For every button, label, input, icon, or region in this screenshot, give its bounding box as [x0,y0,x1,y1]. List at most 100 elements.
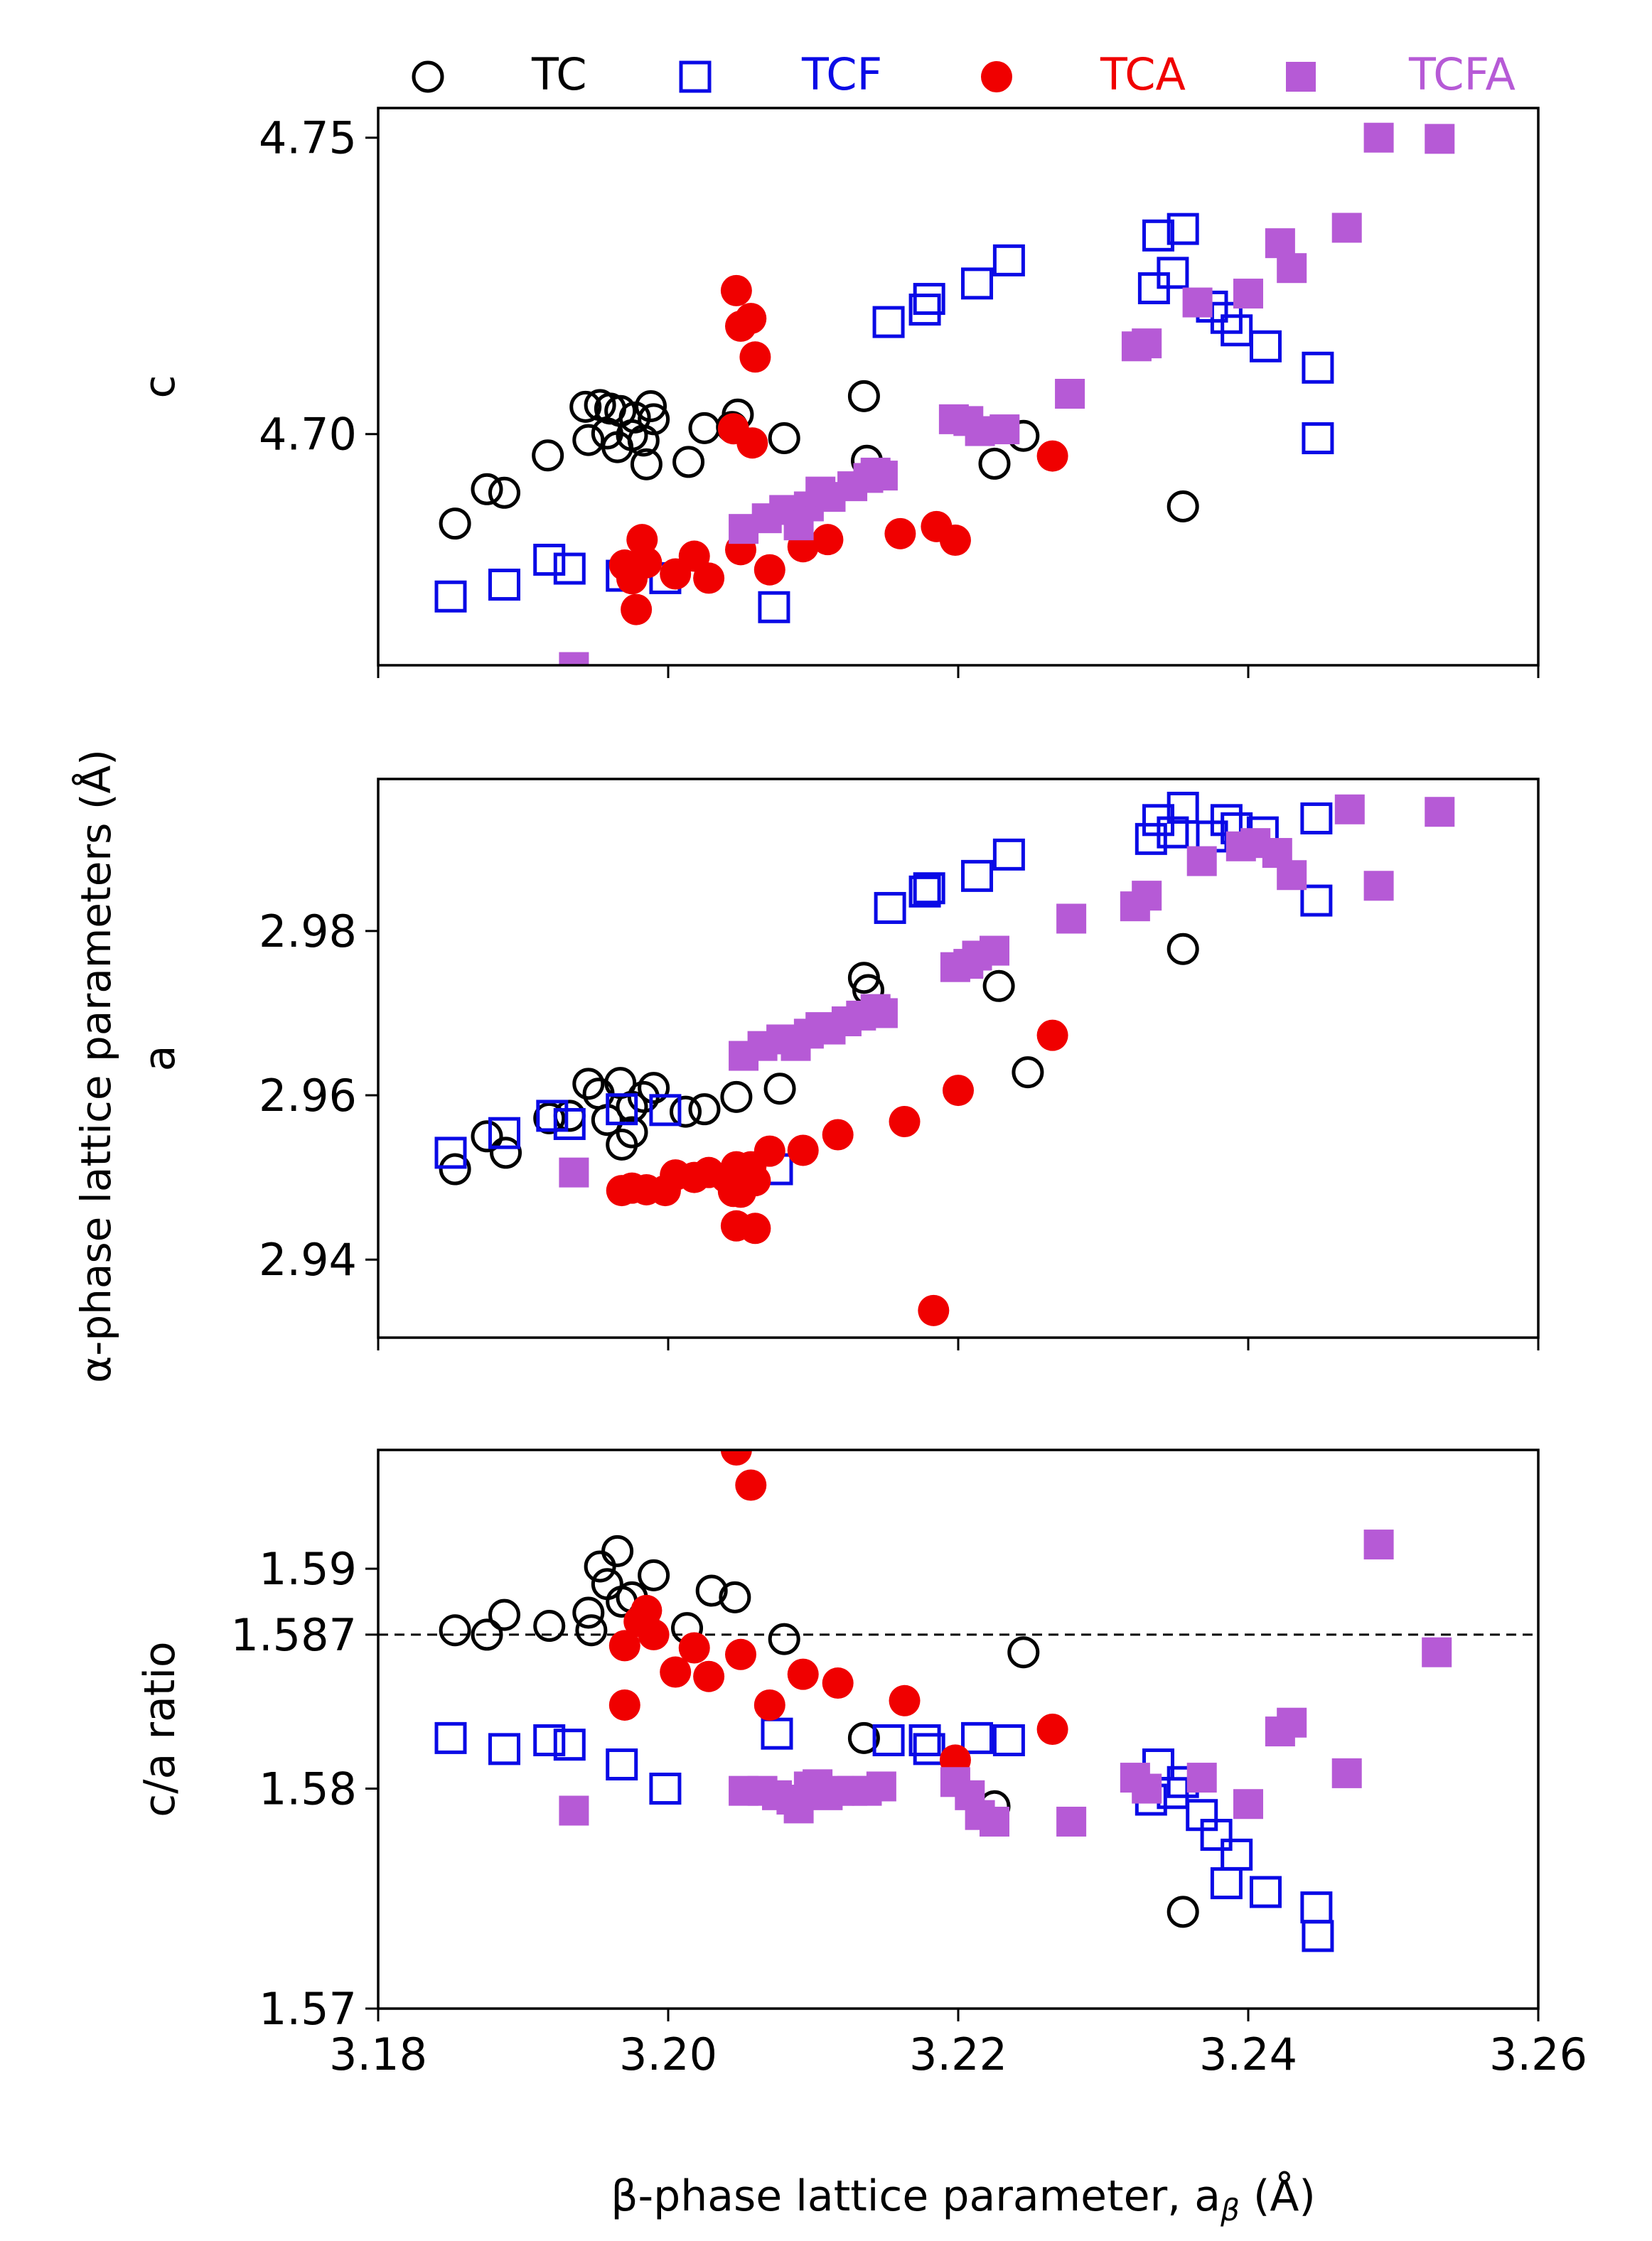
legend-marker-tcfa [1286,62,1316,92]
point-tca [753,1689,785,1721]
point-tcfa [1277,1707,1307,1738]
x-axis-label: β-phase lattice parameter, aβ (Å) [611,2171,1316,2227]
point-tc [572,1068,605,1100]
point-tc [1012,1056,1044,1089]
point-tca [889,1106,921,1138]
point-tc [439,1614,471,1647]
point-tcf [1166,791,1199,824]
legend-item-tcfa: TCFA [1286,48,1516,100]
x-tick-label: 3.26 [1489,2028,1587,2080]
point-tcf [908,294,941,326]
point-tc [572,1596,605,1629]
point-tc [672,446,705,478]
point-tc [720,1080,753,1113]
y-axis-label: c/a ratio [135,1641,185,1817]
point-tcf [533,1724,566,1756]
point-tc [533,1610,566,1643]
legend-marker-tca [981,61,1012,92]
point-tcf [874,891,906,924]
point-tc [616,1116,648,1149]
point-tc [669,1095,702,1128]
point-tcf [992,838,1025,871]
point-tca [1036,1019,1068,1051]
point-tca [787,1658,819,1690]
point-tcfa [867,461,898,491]
point-tca [626,524,658,556]
point-tcf [1157,816,1189,849]
point-tcf [606,1093,638,1126]
legend-label-tc: TC [531,48,587,100]
point-tc [719,1581,751,1613]
point-tcf [434,1721,467,1754]
point-tc [575,1614,608,1647]
point-tc [688,1093,721,1126]
point-tca [889,1684,921,1716]
point-tc [638,1072,670,1105]
point-tc [638,403,670,436]
point-tcf [913,283,945,316]
point-tcf [553,1729,586,1761]
point-tca [678,1632,710,1664]
point-tca [735,303,767,335]
point-tcfa [866,1771,896,1802]
point-tcf [1200,1819,1233,1852]
y-tick-label: 1.58 [259,1763,357,1815]
point-tcfa [1334,794,1365,824]
point-tcfa [867,998,898,1028]
point-tcfa [1277,860,1307,891]
point-tcfa [1265,228,1295,259]
point-tca [621,593,653,625]
point-tcf [908,875,941,908]
point-tcfa [559,652,589,665]
point-tcfa [980,1806,1009,1837]
point-tc [572,424,605,456]
point-tcf [1221,314,1253,347]
point-tcf [961,1721,994,1754]
point-tc [471,1618,503,1651]
point-tca [608,1689,640,1721]
point-tcfa [559,1795,589,1826]
series-tcfa [559,1530,1452,1837]
point-tcf [992,1724,1025,1756]
point-tcf [1300,802,1333,834]
data-points [434,1450,1452,1952]
point-tc [1166,490,1199,522]
point-tc [439,1153,471,1186]
point-tcf [1135,822,1167,855]
legend-label-tcf: TCF [801,48,882,100]
point-tca [739,1165,771,1197]
point-tca [660,1656,692,1688]
point-tcf [913,1733,945,1766]
point-tc [490,1136,522,1169]
x-tick-label: 3.22 [909,2028,1007,2080]
point-tcf [1249,330,1282,362]
point-tcf [1157,257,1189,289]
point-tc [768,422,800,455]
y-axis-label: c [135,375,185,399]
point-tca [739,341,771,373]
y-tick-label: 1.587 [231,1609,358,1661]
legend: TC TCF TCA TCFA [412,48,1516,100]
point-tcfa [1331,1758,1362,1788]
point-tcf [872,1724,905,1756]
y-axis-label: a [135,1046,185,1072]
point-tca [1036,440,1068,472]
point-tca [631,547,663,579]
point-tca [822,1667,854,1699]
point-tc [439,507,471,540]
y-tick-label: 2.96 [259,1070,357,1122]
point-tcf [1300,884,1333,917]
y-tick-label: 1.59 [259,1543,357,1595]
point-tcfa [1425,797,1455,827]
y-tick-label: 4.75 [259,112,357,164]
point-tcf [533,544,566,576]
point-tcf [961,859,994,892]
point-tca [720,274,752,306]
series-tc [439,933,1199,1186]
point-tcfa [1422,1637,1452,1667]
point-tc [847,1721,880,1754]
shared-ylabel: α-phase lattice parameters (Å) [71,749,120,1383]
point-tcf [649,1773,682,1805]
point-tcf [488,1117,520,1149]
